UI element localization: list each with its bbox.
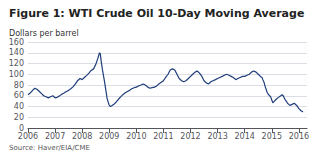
svg-text:2013: 2013 — [207, 132, 227, 141]
svg-text:100: 100 — [9, 70, 24, 79]
svg-text:60: 60 — [14, 91, 24, 100]
svg-text:40: 40 — [14, 102, 24, 111]
svg-text:0: 0 — [18, 123, 24, 133]
svg-text:Figure 1: WTI Crude Oil 10-Day: Figure 1: WTI Crude Oil 10-Day Moving Av… — [9, 7, 304, 20]
svg-text:Dollars per barrel: Dollars per barrel — [9, 29, 79, 38]
svg-text:20: 20 — [14, 113, 24, 122]
svg-text:120: 120 — [9, 59, 24, 68]
svg-text:2008: 2008 — [72, 132, 92, 141]
svg-text:2006: 2006 — [18, 132, 38, 141]
svg-text:2015: 2015 — [262, 132, 282, 141]
svg-text:2010: 2010 — [126, 132, 146, 141]
svg-text:140: 140 — [9, 48, 24, 57]
svg-text:2016: 2016 — [289, 132, 309, 141]
svg-text:80: 80 — [14, 81, 24, 90]
svg-text:2012: 2012 — [180, 132, 200, 141]
svg-text:2007: 2007 — [45, 132, 65, 141]
svg-text:160: 160 — [9, 38, 24, 47]
svg-text:2009: 2009 — [99, 132, 119, 141]
svg-text:Source: Haver/EIA/CME: Source: Haver/EIA/CME — [9, 144, 90, 152]
svg-text:2011: 2011 — [153, 132, 173, 141]
svg-text:2014: 2014 — [235, 132, 255, 141]
